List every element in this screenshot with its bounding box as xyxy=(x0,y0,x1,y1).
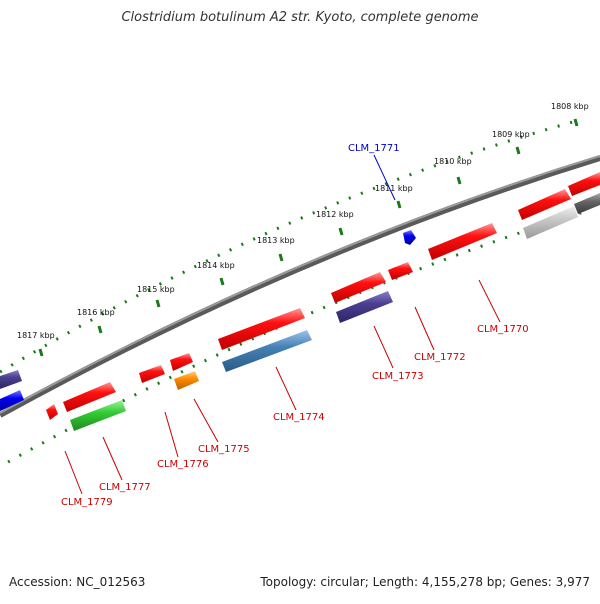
gene-feature-right-a[interactable] xyxy=(518,189,571,220)
genome-summary-text: Topology: circular; Length: 4,155,278 bp… xyxy=(260,575,590,589)
label-leaders xyxy=(64,154,501,495)
gene-feature-left-purple[interactable] xyxy=(0,370,22,389)
reverse-strand-features xyxy=(0,193,600,431)
gene-feature-right-lightgray[interactable] xyxy=(523,206,578,239)
major-ticks xyxy=(38,118,579,357)
gene-feature-right-b[interactable] xyxy=(568,172,600,196)
gene-feature-clm-1775[interactable] xyxy=(174,371,199,390)
gene-feature-left-blue[interactable] xyxy=(0,390,24,411)
gene-label-clm-1777[interactable]: CLM_1777 xyxy=(99,482,151,493)
tick-label-1813: 1813 kbp xyxy=(257,236,295,245)
gene-label-clm-1772[interactable]: CLM_1772 xyxy=(414,352,466,363)
gene-feature-clm-1773a[interactable] xyxy=(331,272,386,303)
tick-label-1811: 1811 kbp xyxy=(375,184,413,193)
tick-label-1816: 1816 kbp xyxy=(77,308,115,317)
tick-label-1814: 1814 kbp xyxy=(197,261,235,270)
gene-label-clm-1771[interactable]: CLM_1771 xyxy=(348,143,400,154)
genome-backbone xyxy=(0,155,600,418)
gene-feature-clm-1770[interactable] xyxy=(428,223,497,260)
genome-title: Clostridium botulinum A2 str. Kyoto, com… xyxy=(121,10,479,25)
tick-label-1809: 1809 kbp xyxy=(492,130,530,139)
gene-feature-clm-1777[interactable] xyxy=(70,400,126,431)
gene-feature-clm-1772[interactable] xyxy=(388,262,413,280)
gene-label-clm-1775[interactable]: CLM_1775 xyxy=(198,444,250,455)
gene-feature-right-darkgray[interactable] xyxy=(574,193,600,214)
accession-text: Accession: NC_012563 xyxy=(9,575,146,589)
gene-feature-clm-1774[interactable] xyxy=(218,308,305,350)
gene-label-clm-1770[interactable]: CLM_1770 xyxy=(477,324,529,335)
gene-feature-clm-1775a[interactable] xyxy=(170,353,193,371)
tick-label-1810: 1810 kbp xyxy=(434,157,472,166)
gene-feature-clm-1774b[interactable] xyxy=(222,330,312,372)
tick-label-1817: 1817 kbp xyxy=(17,331,55,340)
gene-feature-clm-1771-marker[interactable] xyxy=(403,230,416,245)
gene-label-clm-1776[interactable]: CLM_1776 xyxy=(157,459,209,470)
gene-label-clm-1779[interactable]: CLM_1779 xyxy=(61,497,113,508)
gene-feature-clm-1778[interactable] xyxy=(63,382,116,412)
tick-label-1815: 1815 kbp xyxy=(137,285,175,294)
tick-label-1812: 1812 kbp xyxy=(316,210,354,219)
tick-label-1808: 1808 kbp xyxy=(551,102,589,111)
gene-feature-clm-1773[interactable] xyxy=(336,291,393,323)
gene-label-clm-1773[interactable]: CLM_1773 xyxy=(372,371,424,382)
gene-feature-clm-1776[interactable] xyxy=(139,365,165,383)
forward-strand-features xyxy=(46,172,600,420)
outer-tick-track xyxy=(0,118,581,374)
gene-label-clm-1774[interactable]: CLM_1774 xyxy=(273,412,325,423)
gene-feature-left-small[interactable] xyxy=(46,404,58,420)
